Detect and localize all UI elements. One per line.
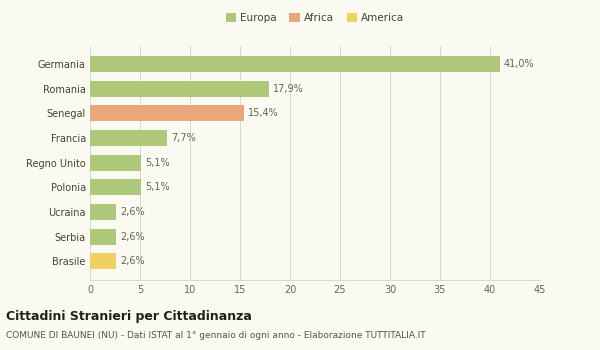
Bar bbox=[90, 155, 141, 171]
Bar bbox=[90, 105, 244, 121]
Bar bbox=[90, 56, 500, 72]
Text: COMUNE DI BAUNEI (NU) - Dati ISTAT al 1° gennaio di ogni anno - Elaborazione TUT: COMUNE DI BAUNEI (NU) - Dati ISTAT al 1°… bbox=[6, 331, 425, 340]
Text: 5,1%: 5,1% bbox=[145, 158, 170, 168]
Text: 5,1%: 5,1% bbox=[145, 182, 170, 192]
Text: 17,9%: 17,9% bbox=[273, 84, 304, 94]
Text: 7,7%: 7,7% bbox=[171, 133, 196, 143]
Text: 15,4%: 15,4% bbox=[248, 108, 279, 118]
Bar bbox=[90, 253, 116, 270]
Bar bbox=[90, 204, 116, 220]
Text: 2,6%: 2,6% bbox=[120, 207, 145, 217]
Text: 41,0%: 41,0% bbox=[504, 59, 535, 69]
Legend: Europa, Africa, America: Europa, Africa, America bbox=[221, 8, 409, 27]
Text: 2,6%: 2,6% bbox=[120, 232, 145, 242]
Bar bbox=[90, 81, 269, 97]
Text: Cittadini Stranieri per Cittadinanza: Cittadini Stranieri per Cittadinanza bbox=[6, 310, 252, 323]
Bar bbox=[90, 229, 116, 245]
Bar bbox=[90, 180, 141, 195]
Bar bbox=[90, 130, 167, 146]
Text: 2,6%: 2,6% bbox=[120, 256, 145, 266]
